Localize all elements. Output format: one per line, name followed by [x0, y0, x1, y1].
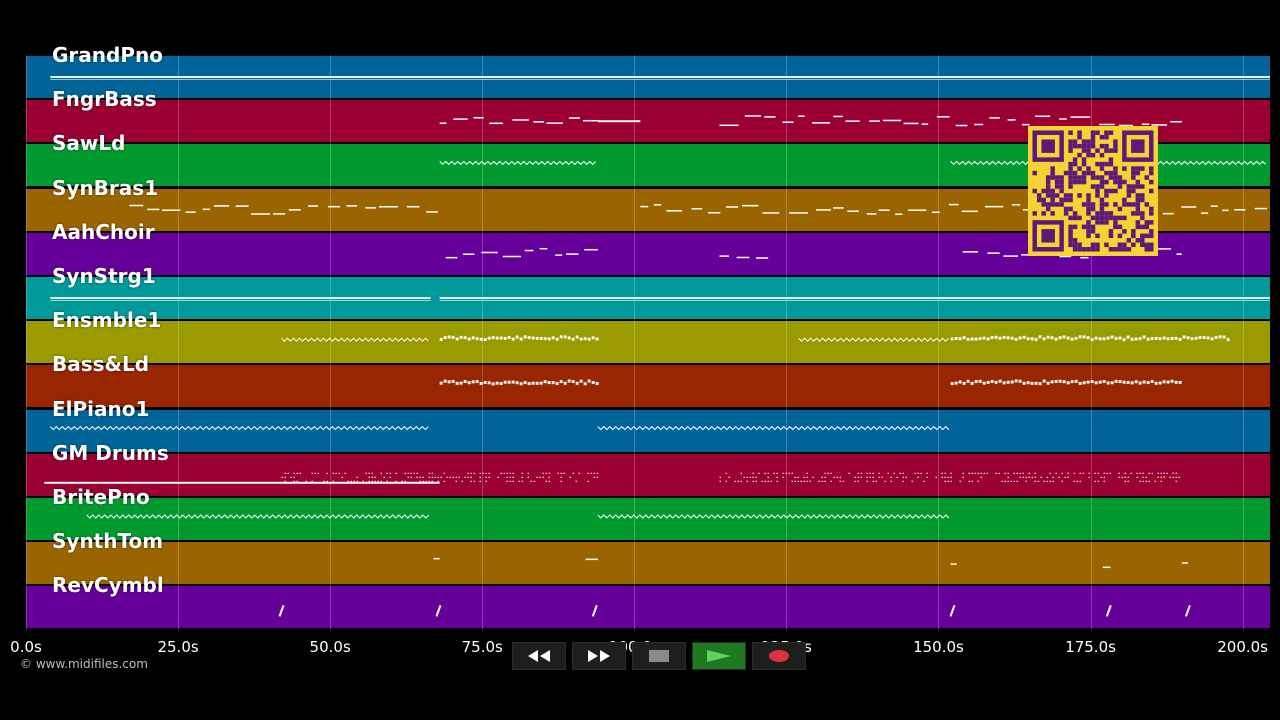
track-lane: [26, 365, 1270, 408]
track-label: GM Drums: [52, 440, 169, 465]
grid-line: [482, 55, 484, 630]
qr-code-icon: [1032, 130, 1154, 252]
time-tick-label: 175.0s: [1065, 638, 1116, 656]
track-label: SynStrg1: [52, 264, 156, 288]
track-lane: [26, 321, 1270, 364]
play-button[interactable]: [692, 642, 746, 670]
time-tick-label: 200.0s: [1217, 638, 1269, 656]
fast-forward-icon: [588, 650, 610, 662]
track-label: RevCymbl: [52, 573, 164, 598]
track-label: ElPiano1: [52, 396, 150, 421]
track-label: AahChoir: [52, 219, 155, 244]
time-tick-label: 75.0s: [461, 638, 503, 656]
qr-code[interactable]: [1028, 126, 1158, 256]
grid-line: [1090, 55, 1092, 630]
track-label: SynthTom: [52, 529, 164, 554]
record-button[interactable]: [752, 642, 806, 670]
play-icon: [707, 650, 731, 662]
track-label: BritePno: [52, 485, 150, 509]
track-lane: [26, 277, 1270, 319]
grid-line: [330, 55, 332, 630]
grid-line: [178, 55, 180, 630]
grid-line: [1242, 55, 1244, 630]
track-lane: [26, 409, 1270, 452]
track-label: SawLd: [52, 131, 126, 156]
stop-button[interactable]: [632, 642, 686, 670]
stop-icon: [649, 650, 669, 662]
track-label: GrandPno: [52, 43, 163, 67]
grid-line: [938, 55, 940, 630]
track-label: FngrBass: [52, 87, 157, 112]
grid-line: [634, 55, 636, 630]
time-tick-label: 150.0s: [913, 638, 964, 656]
rewind-button[interactable]: [512, 642, 566, 670]
track-lane: [26, 498, 1270, 540]
grid-line: [786, 55, 788, 630]
fast-forward-button[interactable]: [572, 642, 626, 670]
track-lane: [26, 586, 1270, 629]
grid-line: [26, 55, 27, 630]
track-label: SynBras1: [52, 175, 159, 200]
rewind-icon: [528, 650, 550, 662]
track-label: Bass&Ld: [52, 352, 150, 377]
time-tick-label: 50.0s: [309, 638, 351, 656]
track-lane: [26, 56, 1270, 98]
time-tick-label: 25.0s: [157, 638, 199, 656]
copyright-text: © www.midifiles.com: [20, 657, 148, 671]
transport-controls: [512, 642, 806, 670]
track-lane: [26, 542, 1270, 585]
time-tick-label: 0.0s: [10, 638, 42, 656]
record-icon: [769, 650, 789, 662]
track-lane: [26, 453, 1270, 496]
track-label: Ensmble1: [52, 308, 162, 333]
